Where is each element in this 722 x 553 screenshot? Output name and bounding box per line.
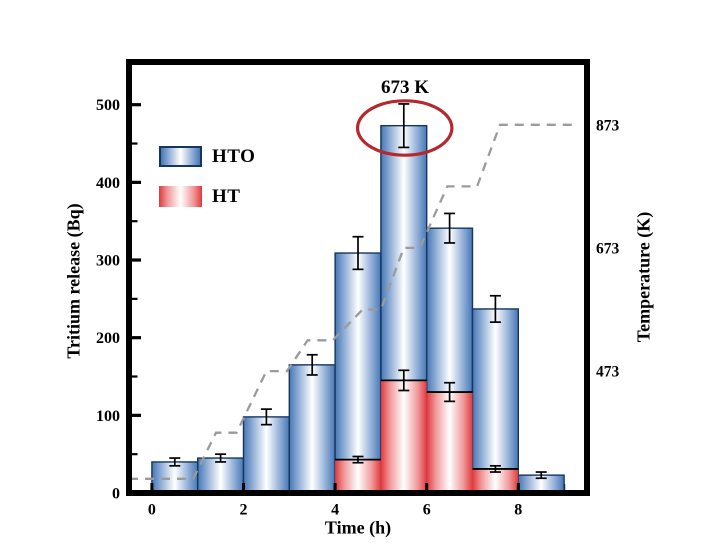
plot-border [126, 59, 590, 496]
ht-bar [472, 468, 519, 493]
right-tick-label: 673 [596, 240, 620, 257]
x-axis-title: Time (h) [324, 517, 392, 538]
hto-bar [196, 457, 245, 494]
legend-item-ht: HT [159, 186, 255, 207]
right-tick-label: 473 [596, 364, 620, 381]
y-axis-title-left: Tritium release (Bq) [63, 203, 84, 359]
legend: HTO HT [159, 146, 255, 226]
x-tick-label: 0 [148, 502, 156, 519]
ht-bar [426, 392, 473, 493]
y-tick-label: 100 [96, 408, 120, 425]
y-tick-label: 500 [96, 97, 120, 114]
legend-label-ht: HT [212, 185, 241, 207]
x-tick-label: 6 [423, 502, 431, 519]
hto-bar [288, 364, 336, 494]
highlight-ellipse [355, 99, 454, 157]
ht-bar [335, 459, 381, 493]
x-tick-label: 8 [514, 502, 522, 519]
temperature-line [129, 123, 578, 480]
annotation-673k: 673 K [380, 77, 430, 98]
y-axis-title-right: Temperature (K) [633, 211, 654, 343]
ht-bar [380, 380, 427, 493]
legend-label-hto: HTO [212, 145, 256, 167]
x-tick-label: 2 [240, 502, 248, 519]
right-tick-label: 873 [596, 117, 620, 134]
y-tick-label: 300 [96, 253, 120, 270]
legend-swatch-hto [159, 146, 202, 167]
x-tick-label: 4 [331, 502, 339, 519]
hto-bar [242, 416, 290, 494]
y-tick-label: 200 [96, 330, 120, 347]
legend-swatch-ht [159, 186, 202, 207]
y-tick-label: 0 [112, 486, 120, 503]
y-tick-label: 400 [96, 175, 120, 192]
legend-item-hto: HTO [159, 146, 255, 167]
